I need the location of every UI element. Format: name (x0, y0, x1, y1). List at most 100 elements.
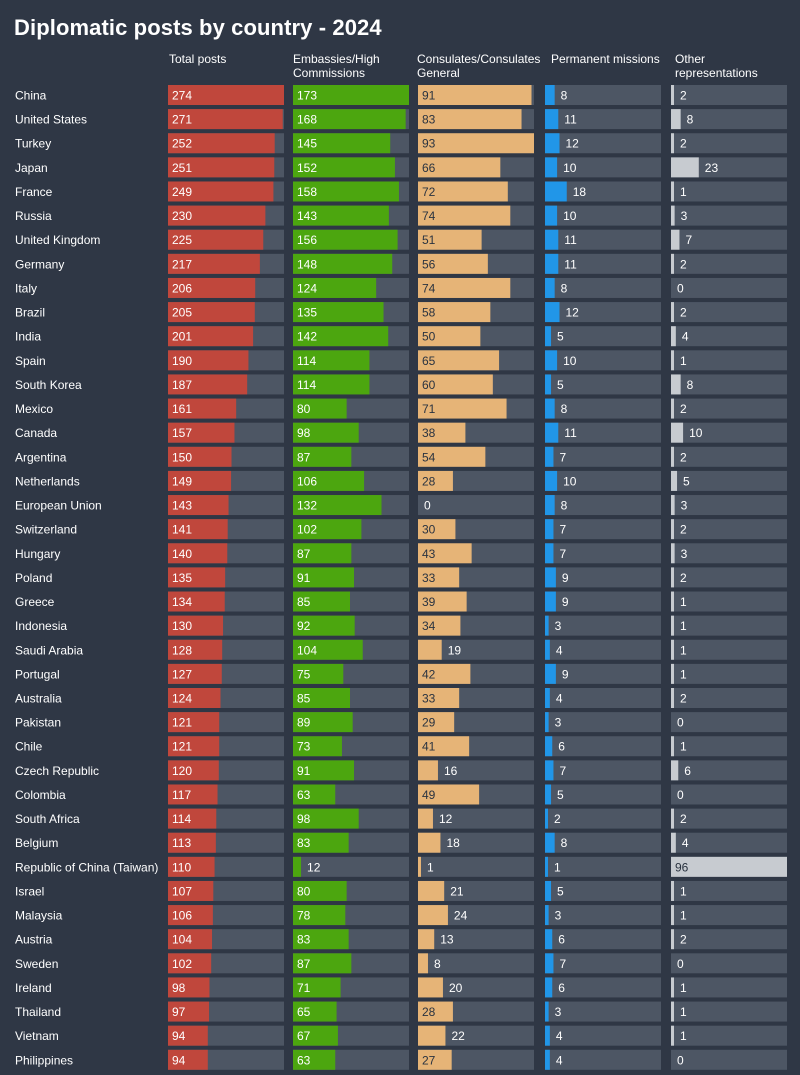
bar-consulates-japan (418, 157, 501, 178)
bar-track-consulates (418, 856, 534, 877)
bar-track-other (671, 350, 787, 371)
bar-track-consulates (418, 929, 534, 950)
bar-other-switzerland (671, 519, 674, 540)
bar-embassies-australia (293, 688, 350, 708)
bar-track-other (671, 905, 787, 926)
value-label-consulates: 65 (422, 354, 436, 368)
value-label-other: 5 (683, 474, 690, 488)
row-label-vietnam: Vietnam (15, 1029, 59, 1043)
value-label-total: 121 (172, 716, 192, 730)
column-header-total-posts: Total posts (169, 52, 227, 66)
bar-consulates-portugal (418, 663, 471, 684)
value-label-consulates: 29 (422, 716, 436, 730)
bar-total-netherlands (168, 470, 232, 491)
bar-total-south-korea (168, 374, 248, 395)
value-label-embassies: 63 (297, 1053, 311, 1067)
value-label-other: 0 (677, 281, 684, 295)
bar-track-other (671, 181, 787, 202)
value-label-other: 1 (680, 595, 687, 609)
value-label-missions: 8 (561, 281, 568, 295)
value-label-total: 206 (172, 281, 192, 295)
bar-track-consulates (418, 495, 534, 516)
bar-track-other (671, 712, 787, 733)
bar-other-india (671, 326, 676, 347)
value-label-missions: 9 (562, 667, 569, 681)
value-label-consulates: 18 (446, 836, 460, 850)
bar-embassies-india (293, 326, 389, 347)
value-label-missions: 18 (573, 185, 587, 199)
bar-missions-thailand (545, 1001, 549, 1022)
value-label-other: 1 (680, 643, 687, 657)
value-label-missions: 5 (557, 378, 564, 392)
value-label-embassies: 148 (297, 257, 317, 271)
value-label-embassies: 63 (297, 788, 311, 802)
row-label-australia: Australia (15, 692, 62, 706)
row-label-spain: Spain (15, 354, 46, 368)
bar-track-missions (545, 374, 661, 395)
bar-embassies-turkey (293, 133, 391, 154)
value-label-total: 134 (172, 595, 192, 609)
row-label-russia: Russia (15, 209, 52, 223)
value-label-other: 0 (677, 788, 684, 802)
bar-track-missions (545, 495, 661, 516)
bar-missions-chile (545, 736, 553, 757)
value-label-embassies: 65 (297, 1005, 311, 1019)
value-label-embassies: 143 (297, 209, 317, 223)
value-label-total: 149 (172, 474, 192, 488)
value-label-missions: 10 (563, 354, 577, 368)
bar-missions-mexico (545, 398, 555, 419)
bar-track-missions (545, 567, 661, 588)
bar-missions-philippines (545, 1049, 550, 1070)
value-label-missions: 11 (564, 233, 577, 247)
bar-consulates-hungary (418, 543, 472, 564)
value-label-other: 1 (680, 740, 687, 754)
value-label-other: 2 (680, 402, 687, 416)
bar-missions-indonesia (545, 615, 549, 636)
bar-other-indonesia (671, 615, 674, 636)
bar-missions-russia (545, 205, 558, 226)
bar-embassies-pakistan (293, 712, 353, 733)
row-label-colombia: Colombia (15, 788, 66, 802)
bar-missions-sweden (545, 953, 554, 974)
row-label-saudi-arabia: Saudi Arabia (15, 643, 83, 657)
bar-other-netherlands (671, 470, 678, 491)
bar-other-belgium (671, 832, 676, 853)
row-label-pakistan: Pakistan (15, 716, 61, 730)
value-label-embassies: 168 (297, 113, 317, 127)
bar-total-thailand (168, 1001, 210, 1022)
value-label-embassies: 114 (297, 354, 316, 368)
value-label-total: 271 (172, 113, 192, 127)
bar-track-consulates (418, 880, 534, 901)
value-label-consulates: 34 (422, 619, 436, 633)
value-label-total: 106 (172, 909, 192, 923)
bar-other-turkey (671, 133, 674, 154)
value-label-other: 10 (689, 426, 703, 440)
bar-track-missions (545, 591, 661, 612)
bar-track-missions (545, 1001, 661, 1022)
bar-track-missions (545, 615, 661, 636)
value-label-missions: 3 (555, 1005, 562, 1019)
bar-track-missions (545, 543, 661, 564)
bar-track-missions (545, 760, 661, 781)
bar-track-consulates (418, 808, 534, 829)
bar-consulates-italy (418, 277, 511, 298)
value-label-embassies: 106 (297, 474, 317, 488)
value-label-embassies: 83 (297, 933, 311, 947)
bar-track-missions (545, 784, 661, 805)
bar-embassies-china (293, 85, 409, 105)
value-label-other: 4 (682, 836, 689, 850)
bar-track-other (671, 470, 787, 491)
value-label-consulates: 13 (440, 933, 454, 947)
column-header-consulates: Consulates/Consulates General (417, 52, 541, 80)
value-label-embassies: 87 (297, 547, 311, 561)
bar-total-austria (168, 929, 213, 950)
value-label-consulates: 56 (422, 257, 436, 271)
value-label-other: 3 (681, 499, 688, 513)
bar-consulates-china (418, 85, 532, 105)
bar-embassies-brazil (293, 302, 384, 323)
bar-track-other (671, 374, 787, 395)
bar-track-other (671, 663, 787, 684)
bar-track-other (671, 688, 787, 708)
bar-track-missions (545, 446, 661, 467)
